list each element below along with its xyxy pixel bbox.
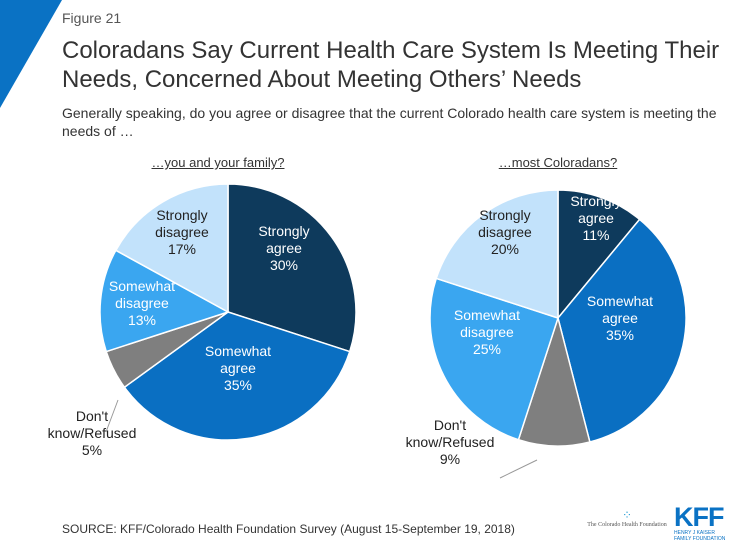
pie1-slice-somewhat-agree xyxy=(123,311,351,441)
pie2-label-strongly-disagree: Strongly disagree 20% xyxy=(450,207,560,258)
pie1-slice-strongly-agree xyxy=(227,183,357,353)
label-line: disagree xyxy=(115,295,169,311)
chf-logo: ⁘ The Colorado Health Foundation xyxy=(587,508,667,528)
label-line: agree xyxy=(220,360,256,376)
pie-title-2: …most Coloradans? xyxy=(498,155,618,170)
label-line: Somewhat xyxy=(204,343,272,359)
pie2-label-somewhat-disagree: Somewhat disagree 25% xyxy=(432,307,542,358)
label-line: 17% xyxy=(167,241,197,257)
label-line: 30% xyxy=(269,257,299,273)
source-note: SOURCE: KFF/Colorado Health Foundation S… xyxy=(62,522,515,536)
corner-accent xyxy=(0,0,62,108)
pie2-slice-somewhat-disagree xyxy=(429,277,559,441)
label-line: know/Refused xyxy=(405,434,495,450)
chart-subtitle: Generally speaking, do you agree or disa… xyxy=(62,105,717,139)
label-line: 9% xyxy=(439,451,461,467)
label-line: agree xyxy=(266,240,302,256)
pie2-slice-somewhat-agree xyxy=(557,218,687,443)
label-line: Somewhat xyxy=(108,278,176,294)
label-line: Somewhat xyxy=(453,307,521,323)
label-line: Strongly xyxy=(156,207,208,223)
pie1-label-dont-know: Don't know/Refused 5% xyxy=(37,408,147,459)
pie2-slice-strongly-disagree xyxy=(435,189,559,320)
label-line: 20% xyxy=(490,241,520,257)
label-line: Strongly xyxy=(479,207,531,223)
pie1-label-strongly-disagree: Strongly disagree 17% xyxy=(127,207,237,258)
pie1-label-somewhat-agree: Somewhat agree 35% xyxy=(183,343,293,394)
label-line: disagree xyxy=(460,324,514,340)
label-line: 11% xyxy=(582,227,610,243)
label-line: disagree xyxy=(478,224,532,240)
label-line: Strongly xyxy=(570,193,622,209)
label-line: agree xyxy=(578,210,614,226)
chart-title: Coloradans Say Current Health Care Syste… xyxy=(62,37,720,93)
label-line: know/Refused xyxy=(47,425,137,441)
pie1-slice-somewhat-disagree xyxy=(99,249,230,353)
label-line: Somewhat xyxy=(586,293,654,309)
pie1-leader-line xyxy=(105,399,119,433)
pie-title-1: …you and your family? xyxy=(151,155,285,170)
pie1-label-somewhat-disagree: Somewhat disagree 13% xyxy=(87,278,197,329)
pie2-label-strongly-agree: Strongly agree 11% xyxy=(541,193,651,244)
label-line: 13% xyxy=(127,312,157,328)
kff-logo: KFF HENRY J KAISER FAMILY FOUNDATION xyxy=(674,502,726,543)
label-line: 35% xyxy=(605,327,635,343)
label-line: 25% xyxy=(472,341,502,357)
label-line: Don't xyxy=(433,417,467,433)
pie2-label-somewhat-agree: Somewhat agree 35% xyxy=(565,293,675,344)
label-line: Don't xyxy=(75,408,109,424)
pie1-label-strongly-agree: Strongly agree 30% xyxy=(229,223,339,274)
label-line: disagree xyxy=(155,224,209,240)
pie1-slice-strongly-disagree xyxy=(114,183,229,314)
figure-label: Figure 21 xyxy=(62,10,122,26)
label-line: 35% xyxy=(223,377,253,393)
label-line: 5% xyxy=(81,442,103,458)
pie2-leader-line xyxy=(499,459,538,479)
pie2-label-dont-know: Don't know/Refused 9% xyxy=(395,417,505,468)
label-line: agree xyxy=(602,310,638,326)
label-line: Strongly xyxy=(258,223,310,239)
pie2-slice-strongly-agree xyxy=(557,189,641,321)
